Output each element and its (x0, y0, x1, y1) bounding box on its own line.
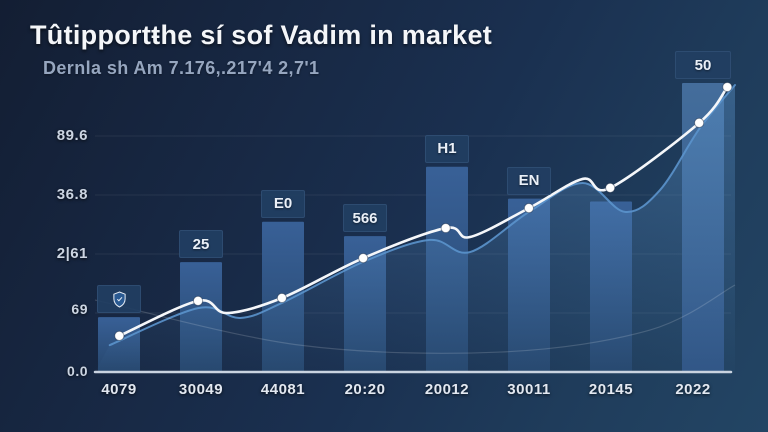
trend-point (440, 222, 451, 234)
trend-point (722, 81, 733, 93)
x-axis-label: 30011 (507, 381, 551, 398)
trend-line (118, 85, 729, 338)
y-axis-label: 2|61 (56, 245, 88, 262)
trend-point (605, 182, 616, 194)
faint-background-curve (94, 284, 736, 354)
x-axis-label: 30049 (178, 381, 224, 398)
trend-point (358, 253, 369, 264)
y-axis-label: 89.6 (56, 127, 88, 144)
trend-point (276, 292, 287, 304)
chart-subtitle: Dernla sh Am 7.176,.217'4 2,7'1 (43, 58, 320, 78)
trend-point (694, 117, 705, 128)
x-axis-label: 20012 (424, 381, 470, 398)
secondary-line (108, 84, 736, 347)
x-axis-label: 44081 (260, 381, 306, 398)
x-axis-label: 2022 (675, 381, 711, 398)
x-axis-label: 20:20 (344, 381, 386, 398)
chart-title: Tûtipportŧhe sí sof Vadim in market (30, 20, 493, 50)
trend-point (192, 295, 204, 307)
y-axis-label: 36.8 (56, 186, 88, 203)
x-axis-label: 20145 (588, 381, 634, 398)
y-axis-label: 0.0 (67, 363, 88, 379)
trend-point (523, 203, 535, 214)
x-axis-label: 4079 (101, 381, 137, 398)
y-axis-label: 69 (71, 301, 88, 317)
trend-point (114, 330, 125, 341)
area-fill (95, 85, 735, 372)
